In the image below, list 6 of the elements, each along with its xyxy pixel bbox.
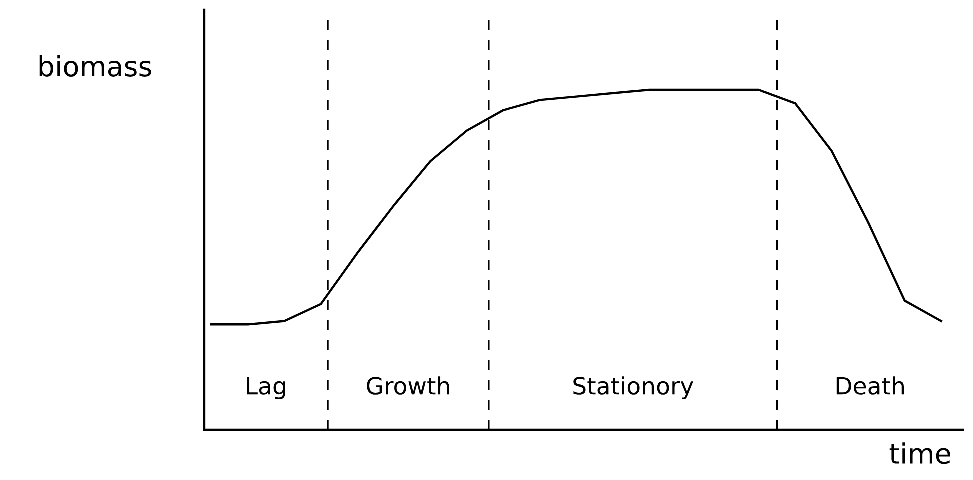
annotation: Lag bbox=[247, 377, 286, 400]
annotation: Death bbox=[836, 376, 904, 395]
annotation: Growth bbox=[367, 376, 450, 395]
annotation: Stationory bbox=[574, 376, 694, 400]
x-axis-title: time bbox=[890, 442, 950, 464]
y-axis-title: biomass bbox=[40, 55, 152, 77]
